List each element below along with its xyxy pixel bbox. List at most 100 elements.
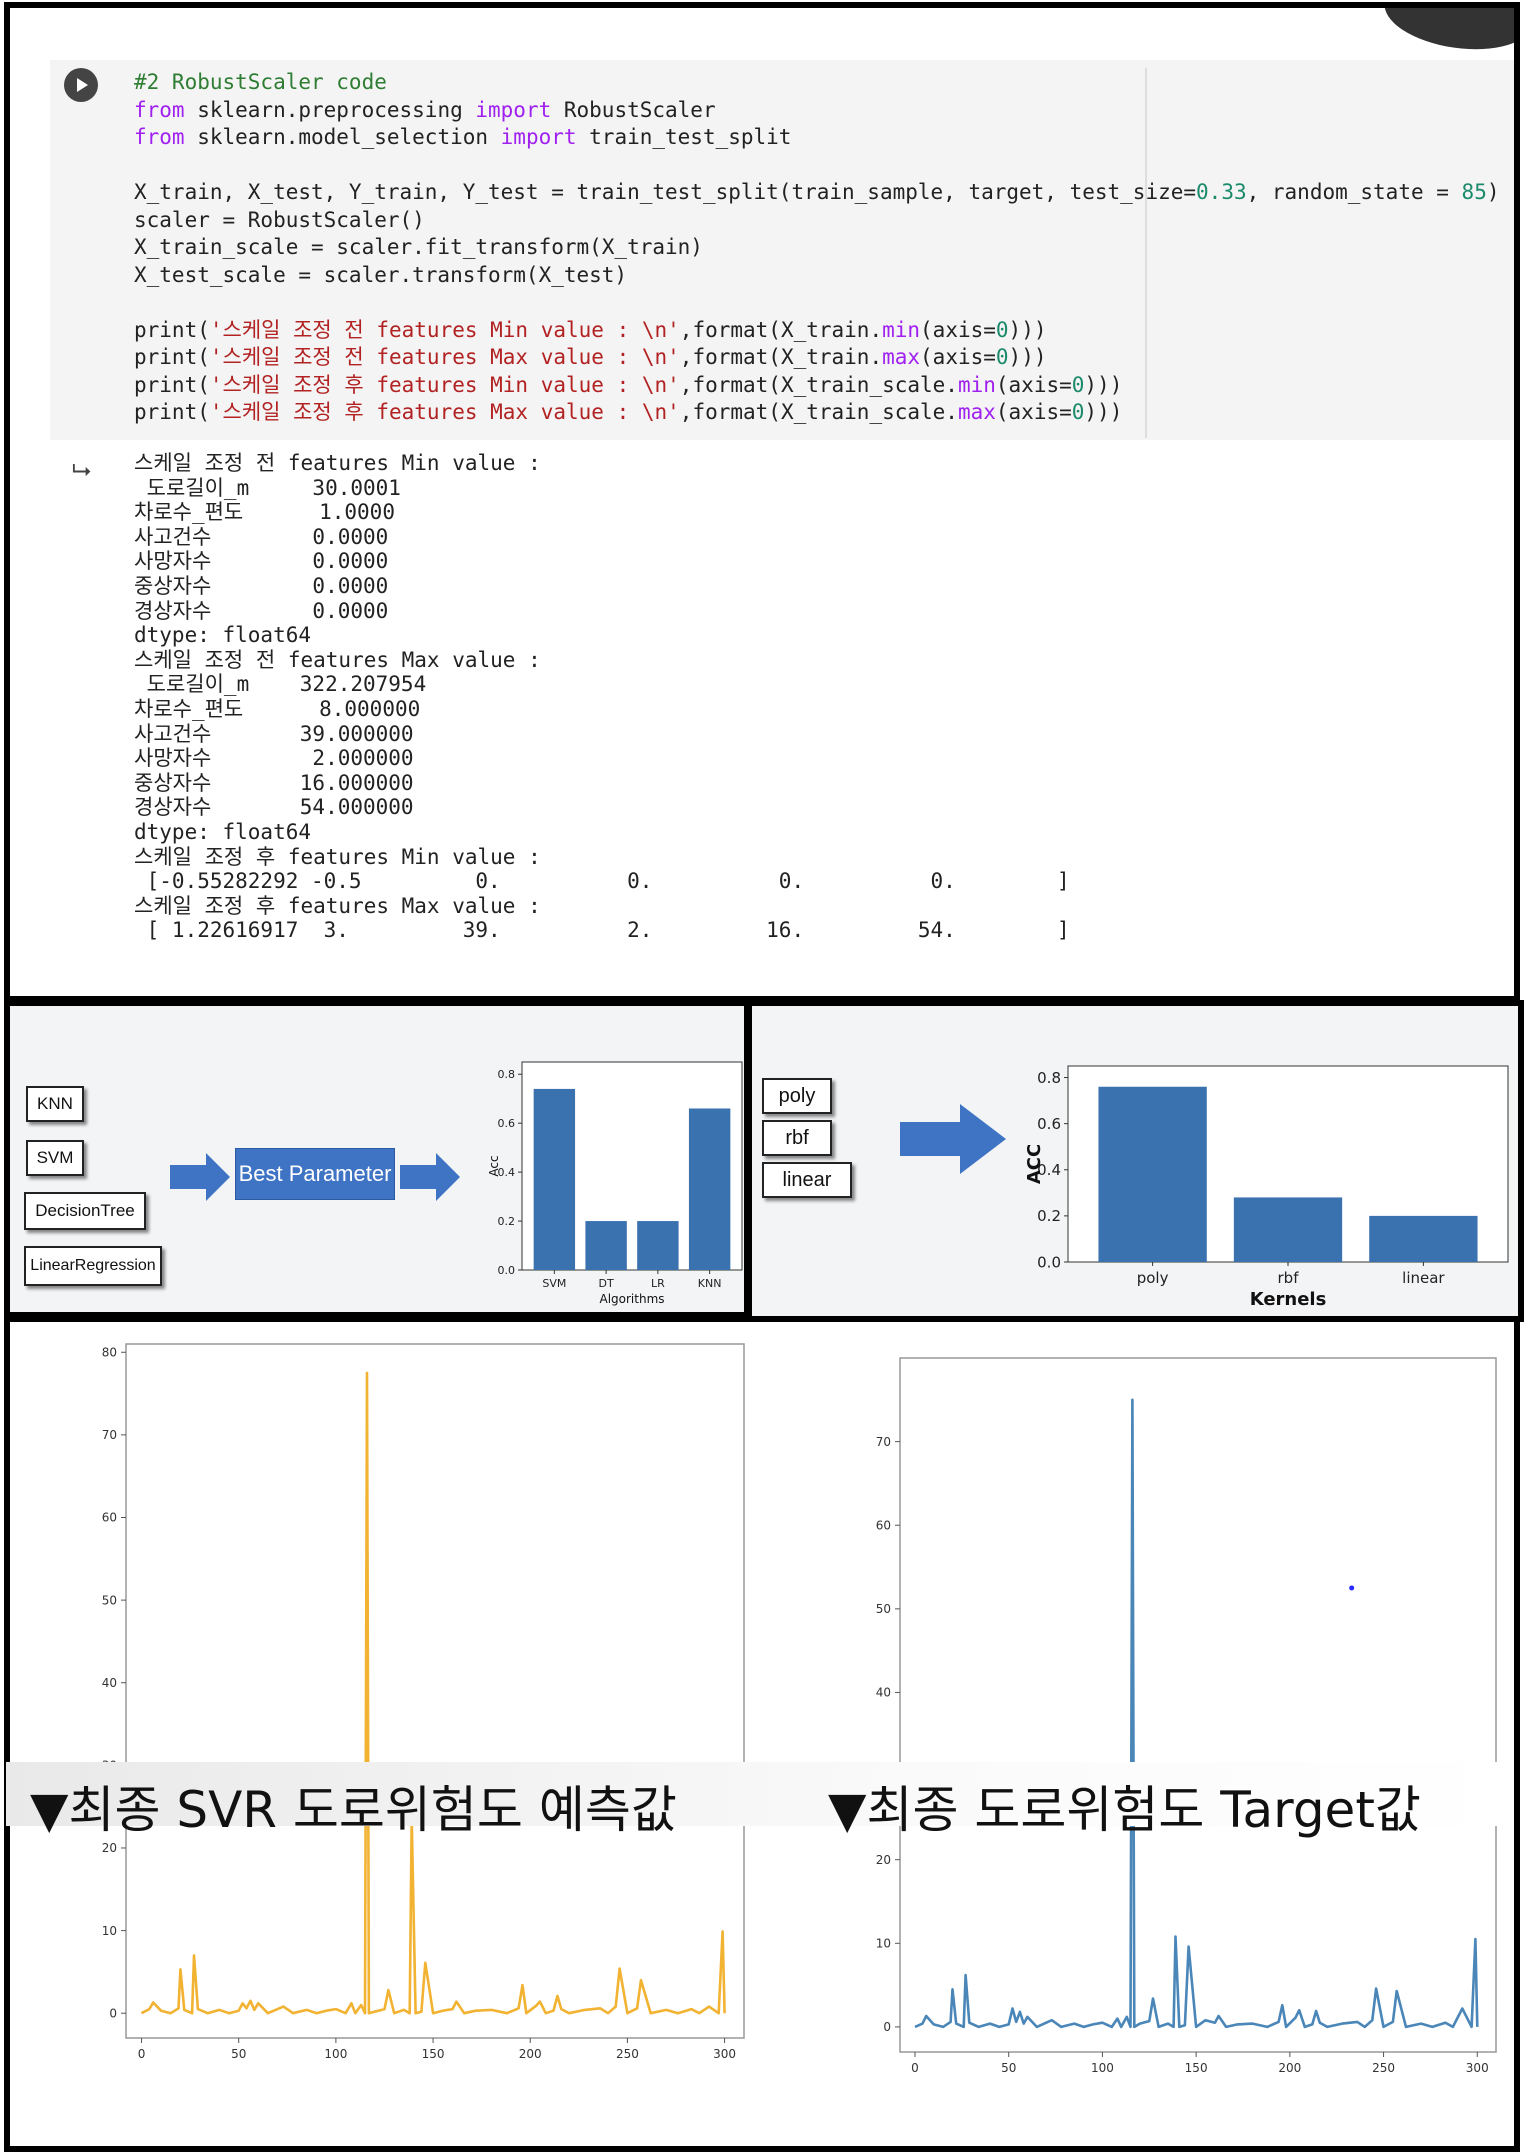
x-tick-label: 200 [519,2047,542,2061]
x-tick-label: rbf [1278,1269,1300,1287]
y-tick-label: 0.0 [498,1264,516,1277]
y-tick-label: 0 [883,2020,891,2034]
x-tick-label: 200 [1278,2061,1301,2075]
output-line: 스케일 조정 전 features Min value : [134,451,541,475]
code-cell[interactable] [50,60,1514,440]
run-cell-button[interactable] [64,68,98,102]
code-cell-ruler [1145,68,1147,438]
code-keyword: min [882,317,921,342]
caption-svr-prediction: ▼최종 SVR 도로위험도 예측값 [30,1781,677,1839]
output-line: 스케일 조정 전 features Max value : [134,647,541,672]
code-number: 85 [1461,180,1487,204]
code-text-segment: ,format(X_train. [679,317,883,342]
code-keyword: min [957,372,996,397]
code-text-segment: ) [1486,180,1500,204]
x-tick-label: 0 [911,2061,919,2075]
y-tick-label: 40 [102,1676,117,1690]
plot-frame [125,1343,745,2039]
x-tick-label: KNN [698,1277,722,1290]
code-number: 0 [1071,372,1085,397]
output-line: 사고건수 0.0000 [134,524,389,549]
output-arrow-icon[interactable]: ⮡ [72,456,92,484]
output-line: 중상자수 0.0000 [134,573,389,598]
code-notebook-panel: #2 RobustScaler code from sklearn.prepro… [4,2,1520,1002]
model-comparison-panel: KNN SVM DecisionTree LinearRegression Be… [4,1000,750,1318]
code-text-segment: X_train_scale = scaler.fit_transform(X_t… [134,235,703,259]
code-text-segment: (axis= [995,400,1072,424]
code-text[interactable]: #2 RobustScaler code from sklearn.prepro… [134,69,1500,427]
code-text-segment: ))) [1008,345,1047,369]
code-string: '스케일 조정 후 features Max value : \n' [209,400,680,424]
code-text-segment: RobustScaler [551,97,716,122]
y-tick-label: 0.8 [1037,1069,1061,1087]
code-text-segment: ))) [1008,317,1047,342]
output-line: 사망자수 0.0000 [134,549,389,574]
y-tick-label: 60 [876,1518,891,1532]
code-keyword: import [500,125,577,149]
y-tick-label: 0.4 [498,1166,516,1179]
y-tick-label: 0.2 [1037,1207,1061,1225]
model-tag-svm: SVM [26,1140,84,1176]
code-string: '스케일 조정 후 features Min value : \n' [209,372,680,397]
bar [1233,1197,1343,1262]
best-parameter-box: Best Parameter [235,1148,395,1200]
x-tick-label: 300 [713,2047,736,2061]
x-tick-label: 250 [1372,2061,1395,2075]
caption-bar [6,1762,1514,1826]
caption-target-value: ▼최종 도로위험도 Target값 [828,1781,1421,1839]
model-tag-knn: KNN [26,1086,84,1122]
model-tag-decisiontree: DecisionTree [24,1192,146,1230]
output-line: 경상자수 0.0000 [134,598,389,623]
x-tick-label: 50 [231,2047,246,2061]
y-tick-label: 10 [876,1937,891,1951]
y-tick-label: 0 [109,2006,117,2020]
kernel-tag-poly: poly [762,1078,832,1114]
bar [533,1088,576,1270]
output-line: [-0.55282292 -0.5 0. 0. 0. 0. ] [134,869,1070,894]
y-tick-label: 80 [102,1345,117,1359]
x-tick-label: 100 [324,2047,347,2061]
y-tick-label: 70 [876,1435,891,1449]
code-string: '스케일 조정 전 features Max value : \n' [209,345,680,369]
bar [1098,1086,1207,1262]
code-keyword: from [134,125,185,149]
kernel-accuracy-chart: 0.0 0.2 0.4 0.6 0.8 poly rbf linear Kernels ACC [1024,1065,1509,1310]
code-text-segment: scaler = RobustScaler() [134,207,425,232]
output-line: 도로길이_m 30.0001 [134,475,401,500]
output-line: dtype: float64 [134,819,312,844]
arrow-right-icon [400,1153,460,1201]
output-line: 차로수_편도 1.0000 [134,500,395,525]
code-text-segment: ,format(X_train_scale. [679,372,958,397]
code-text-segment: , random_state = [1246,180,1462,204]
code-text-segment: print( [134,317,210,342]
code-text-segment: ,format(X_train. [679,345,883,369]
y-tick-label: 50 [876,1602,891,1616]
y-tick-label: 60 [102,1511,117,1525]
y-tick-label: 0.0 [1037,1253,1061,1271]
code-text-segment: print( [134,345,210,369]
x-tick-label: 150 [422,2047,445,2061]
y-axis-label: Acc [487,1155,501,1176]
cell-output: 스케일 조정 전 features Min value : 도로길이_m 30.… [134,451,1070,943]
code-text-segment: ,format(X_train_scale. [679,400,958,424]
code-string: '스케일 조정 전 features Min value : \n' [209,317,680,342]
code-text-segment: print( [134,372,210,397]
code-number: 0 [995,317,1009,342]
y-tick-label: 40 [876,1686,891,1700]
output-line: dtype: float64 [134,623,312,648]
x-axis-label: Algorithms [599,1292,664,1306]
y-axis-label: ACC [1024,1144,1045,1184]
x-tick-label: LR [651,1277,665,1290]
output-line: 사고건수 39.000000 [134,721,414,746]
y-tick-label: 20 [876,1853,891,1867]
y-tick-label: 0.4 [1037,1161,1061,1179]
plot-frame [899,1357,1497,2053]
y-tick-label: 0.6 [498,1117,516,1130]
output-line: 스케일 조정 후 features Max value : [134,893,541,918]
code-text-segment: X_test_scale = scaler.transform(X_test) [134,262,628,287]
code-keyword: import [475,97,552,122]
y-tick-label: 10 [102,1924,117,1938]
x-tick-label: poly [1137,1269,1169,1287]
code-number: 0.33 [1196,180,1247,204]
code-text-segment: (axis= [920,345,996,369]
